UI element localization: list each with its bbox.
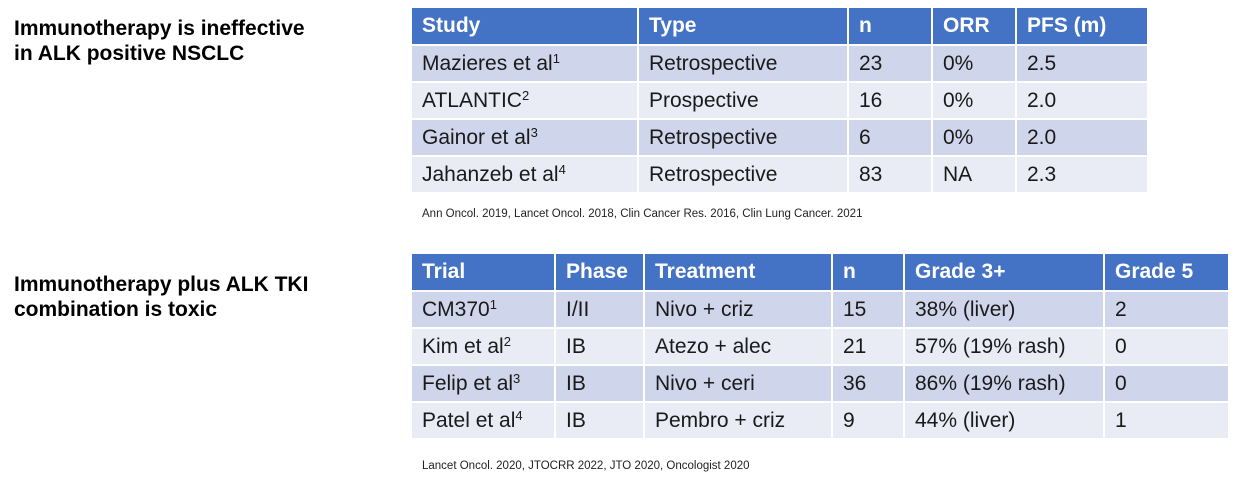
type-cell: Retrospective [638,118,849,156]
column-header-n: n [848,8,933,45]
grade5-cell: 0 [1104,364,1228,402]
n-cell: 36 [832,364,905,402]
footnote-marker: 2 [503,333,511,349]
trial-cell: CM3701 [412,290,556,328]
footnote-marker: 3 [513,370,521,386]
table-header-row: Trial Phase Treatment n Grade 3+ Grade 5 [412,254,1228,291]
trial-name: Patel et al [422,408,516,432]
immunotherapy-efficacy-table: Study Type n ORR PFS (m) Mazieres et al1… [412,8,1147,192]
section2-heading-line2: combination is toxic [14,298,218,321]
treatment-cell: Pembro + criz [644,401,833,438]
treatment-cell: Atezo + alec [644,327,833,365]
section2-reference: Lancet Oncol. 2020, JTOCRR 2022, JTO 202… [422,460,750,472]
orr-cell: 0% [932,44,1017,82]
column-header-pfs: PFS (m) [1016,8,1147,45]
phase-cell: IB [555,327,645,365]
n-cell: 83 [848,155,933,192]
orr-cell: 0% [932,81,1017,119]
n-cell: 21 [832,327,905,365]
grade3-cell: 38% (liver) [904,290,1105,328]
column-header-trial: Trial [412,254,556,291]
trial-cell: Patel et al4 [412,401,556,438]
table-header-row: Study Type n ORR PFS (m) [412,8,1147,45]
column-header-type: Type [638,8,849,45]
footnote-marker: 1 [489,296,497,312]
section1-heading-line2: in ALK positive NSCLC [14,42,245,65]
type-cell: Prospective [638,81,849,119]
column-header-orr: ORR [932,8,1017,45]
n-cell: 6 [848,118,933,156]
study-name: Mazieres et al [422,51,553,75]
grade3-cell: 86% (19% rash) [904,364,1105,402]
trial-cell: Felip et al3 [412,364,556,402]
n-cell: 16 [848,81,933,119]
footnote-marker: 4 [558,161,566,177]
column-header-grade5: Grade 5 [1104,254,1228,291]
table-row: Kim et al2 IB Atezo + alec 21 57% (19% r… [412,327,1228,365]
n-cell: 9 [832,401,905,438]
grade5-cell: 2 [1104,290,1228,328]
combination-toxicity-table: Trial Phase Treatment n Grade 3+ Grade 5… [412,254,1228,438]
study-cell: Mazieres et al1 [412,44,639,82]
type-cell: Retrospective [638,155,849,192]
table-row: Felip et al3 IB Nivo + ceri 36 86% (19% … [412,364,1228,402]
study-cell: ATLANTIC2 [412,81,639,119]
table-row: CM3701 I/II Nivo + criz 15 38% (liver) 2 [412,290,1228,328]
treatment-cell: Nivo + criz [644,290,833,328]
phase-cell: IB [555,401,645,438]
footnote-marker: 4 [515,407,523,423]
section1-reference: Ann Oncol. 2019, Lancet Oncol. 2018, Cli… [422,208,863,220]
n-cell: 23 [848,44,933,82]
pfs-cell: 2.0 [1016,118,1147,156]
column-header-phase: Phase [555,254,645,291]
trial-name: CM370 [422,297,490,321]
column-header-n: n [832,254,905,291]
treatment-cell: Nivo + ceri [644,364,833,402]
study-cell: Gainor et al3 [412,118,639,156]
trial-name: Kim et al [422,334,504,358]
phase-cell: I/II [555,290,645,328]
column-header-study: Study [412,8,639,45]
footnote-marker: 2 [521,87,530,103]
phase-cell: IB [555,364,645,402]
grade3-cell: 44% (liver) [904,401,1105,438]
table-row: Jahanzeb et al4 Retrospective 83 NA 2.3 [412,155,1147,192]
pfs-cell: 2.0 [1016,81,1147,119]
n-cell: 15 [832,290,905,328]
section1-heading: Immunotherapy is ineffective in ALK posi… [14,16,305,66]
column-header-treatment: Treatment [644,254,833,291]
footnote-marker: 3 [530,124,538,140]
pfs-cell: 2.3 [1016,155,1147,192]
pfs-cell: 2.5 [1016,44,1147,82]
trial-cell: Kim et al2 [412,327,556,365]
table-row: Gainor et al3 Retrospective 6 0% 2.0 [412,118,1147,156]
table-row: Patel et al4 IB Pembro + criz 9 44% (liv… [412,401,1228,438]
study-name: Jahanzeb et al [422,162,559,186]
section1-heading-line1: Immunotherapy is ineffective [14,17,305,40]
table-row: ATLANTIC2 Prospective 16 0% 2.0 [412,81,1147,119]
grade5-cell: 1 [1104,401,1228,438]
grade3-cell: 57% (19% rash) [904,327,1105,365]
study-cell: Jahanzeb et al4 [412,155,639,192]
grade5-cell: 0 [1104,327,1228,365]
section2-heading-line1: Immunotherapy plus ALK TKI [14,273,309,296]
table-row: Mazieres et al1 Retrospective 23 0% 2.5 [412,44,1147,82]
trial-name: Felip et al [422,371,514,395]
section2-heading: Immunotherapy plus ALK TKI combination i… [14,272,308,322]
study-name: ATLANTIC [422,88,522,112]
study-name: Gainor et al [422,125,531,149]
orr-cell: 0% [932,118,1017,156]
column-header-grade3: Grade 3+ [904,254,1105,291]
orr-cell: NA [932,155,1017,192]
footnote-marker: 1 [552,50,560,66]
type-cell: Retrospective [638,44,849,82]
